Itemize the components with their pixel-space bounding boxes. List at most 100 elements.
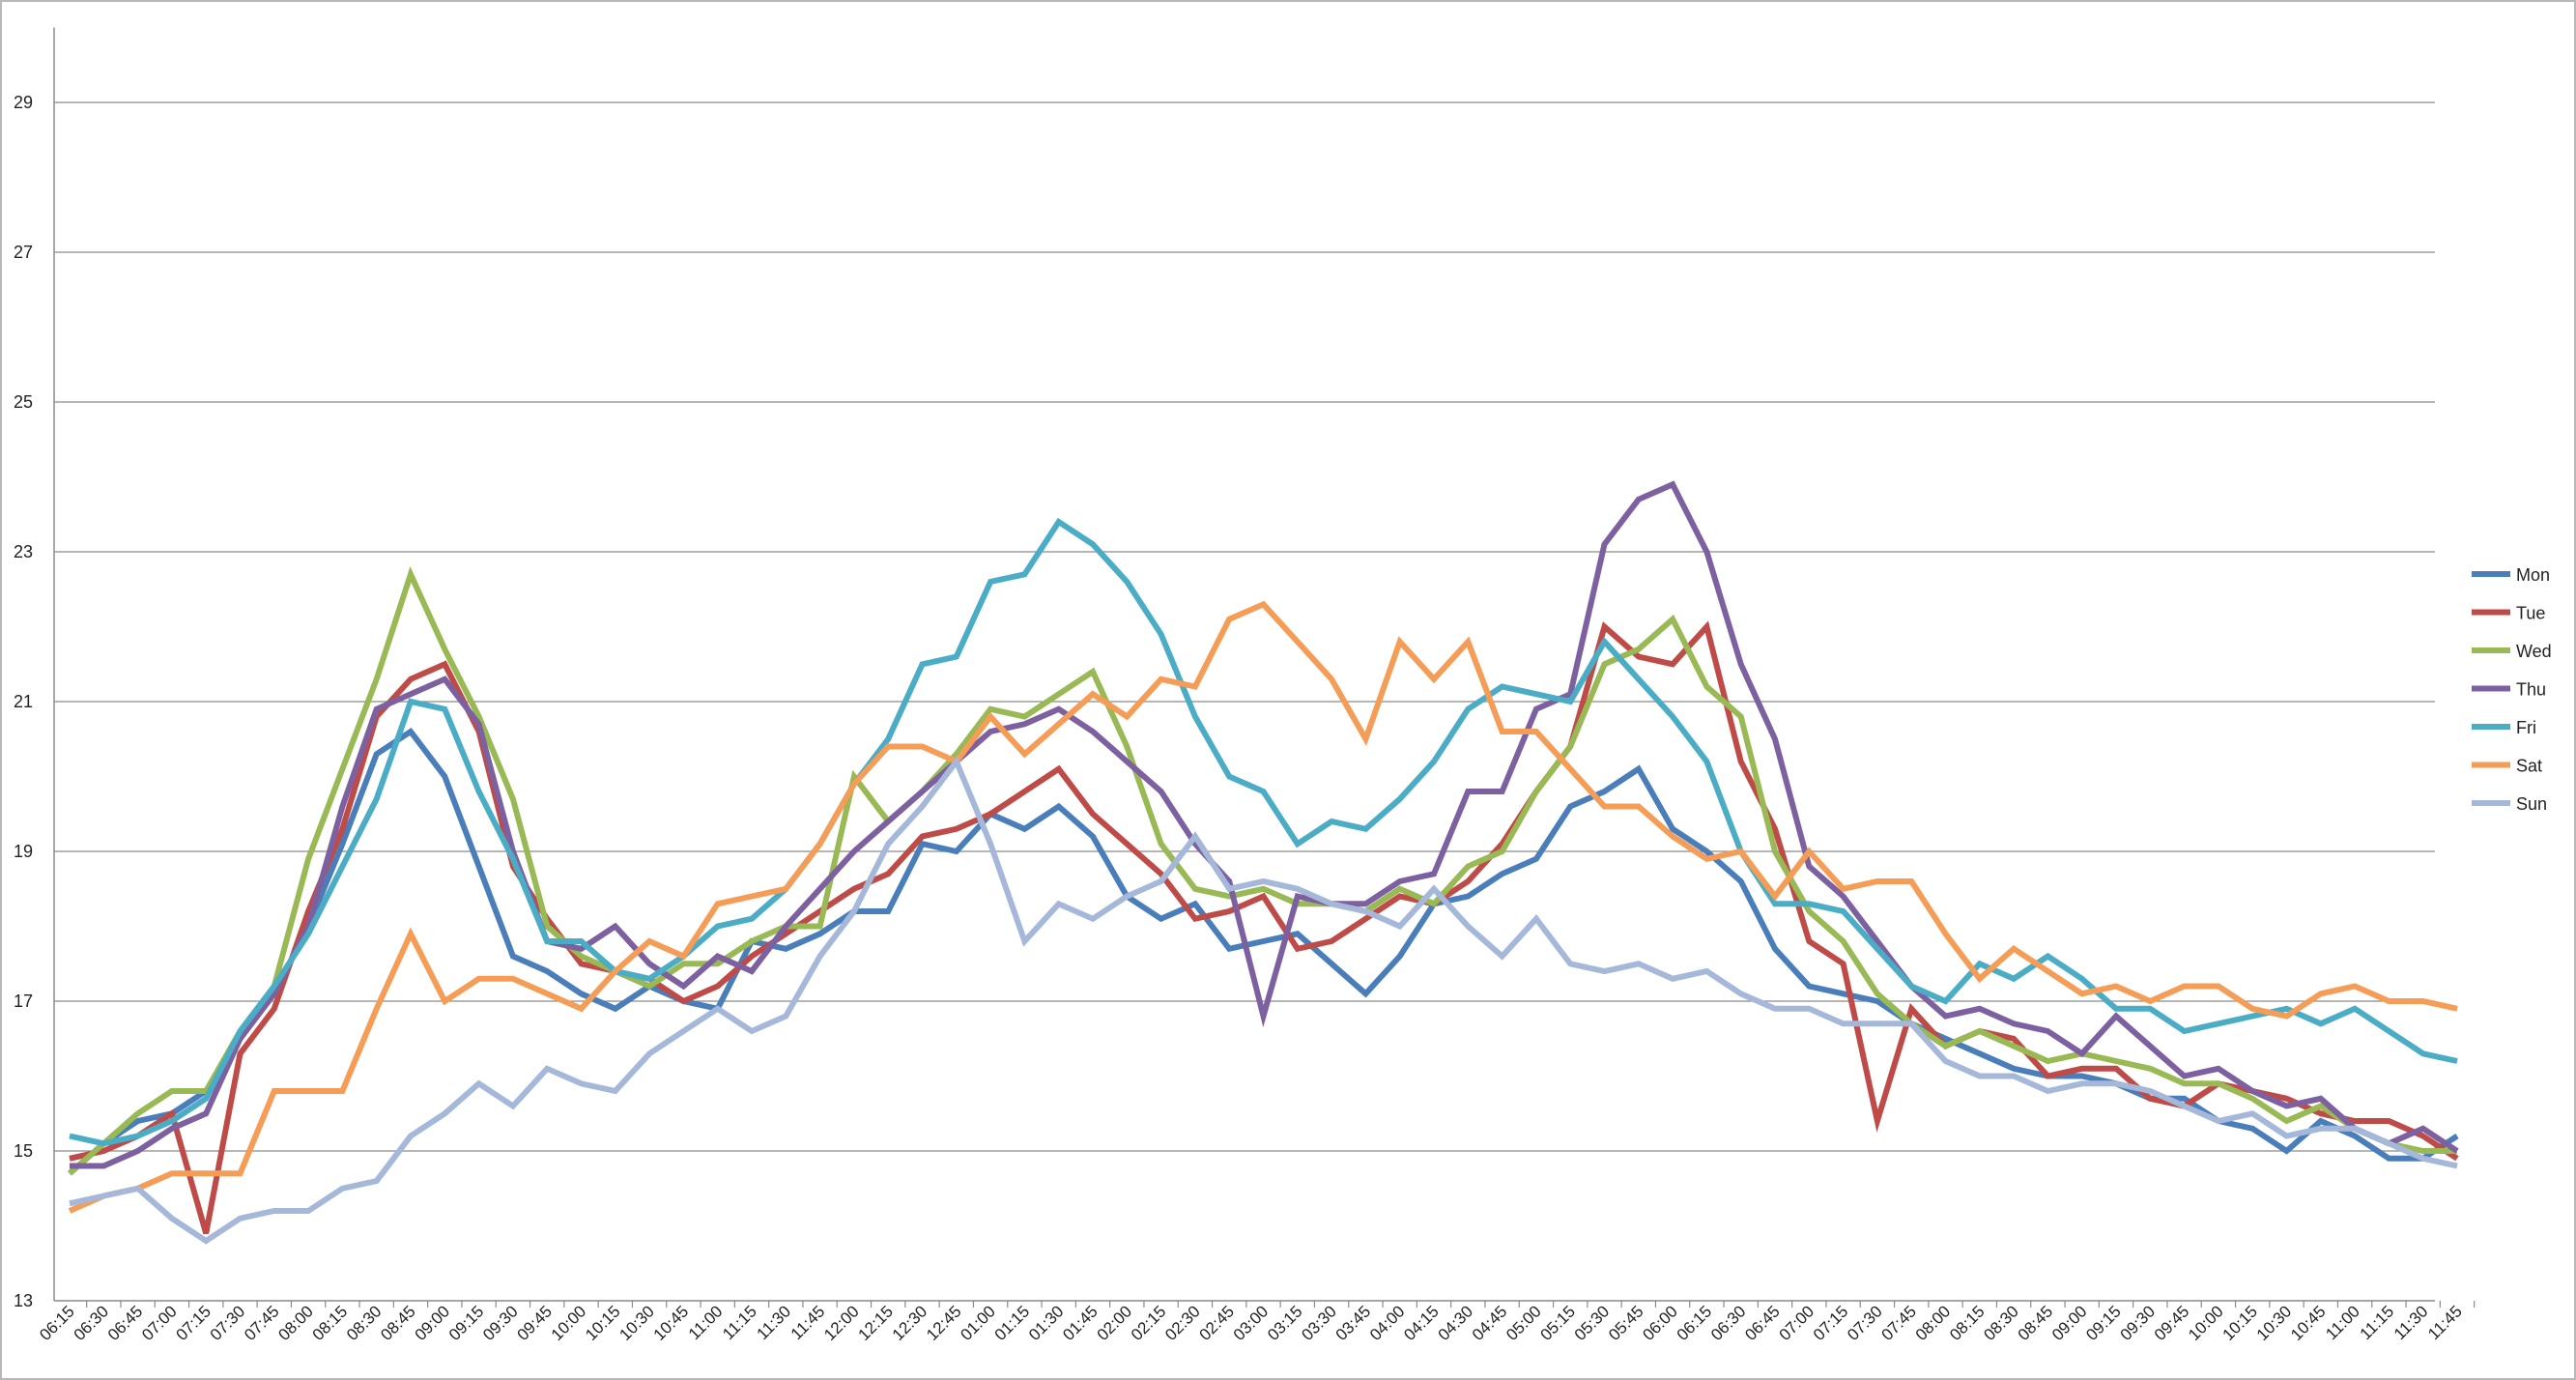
x-tick-label: 03:15	[1264, 1302, 1306, 1344]
x-tick-label: 10:15	[2219, 1302, 2262, 1344]
x-tick-label: 05:15	[1537, 1302, 1580, 1344]
y-tick-label: 21	[14, 692, 33, 711]
x-tick-label: 10:45	[2287, 1302, 2330, 1344]
series-line-mon	[68, 727, 2459, 1176]
x-tick-label: 08:45	[2015, 1302, 2057, 1344]
x-tick-label: 04:00	[1366, 1302, 1409, 1344]
x-axis-ticks: 06:1506:3006:4507:0007:1507:3007:4508:00…	[36, 1301, 2476, 1344]
x-tick-label: 10:00	[2185, 1302, 2227, 1344]
x-tick-label: 06:15	[1674, 1302, 1716, 1344]
legend-label-tue: Tue	[2516, 604, 2545, 623]
legend-label-mon: Mon	[2516, 565, 2550, 585]
x-tick-label: 04:30	[1435, 1302, 1477, 1344]
x-tick-label: 08:45	[377, 1302, 419, 1344]
x-tick-label: 12:00	[820, 1302, 863, 1344]
x-tick-label: 10:15	[582, 1302, 624, 1344]
series-line-sat	[68, 600, 2458, 1214]
y-tick-label: 13	[14, 1291, 33, 1310]
x-tick-label: 09:30	[479, 1302, 522, 1344]
x-tick-label: 06:30	[1707, 1302, 1750, 1344]
series-line-wed	[68, 566, 2457, 1176]
x-tick-label: 11:45	[787, 1302, 829, 1343]
x-tick-label: 07:00	[138, 1302, 181, 1344]
x-tick-label: 01:15	[991, 1302, 1034, 1344]
x-tick-label: 07:15	[173, 1302, 215, 1344]
x-tick-label: 06:45	[104, 1302, 147, 1344]
x-tick-label: 10:30	[615, 1302, 658, 1344]
x-tick-label: 07:15	[1810, 1302, 1852, 1344]
legend-label-wed: Wed	[2516, 642, 2552, 661]
y-axis-ticks: 13 15 17 19 21 23 25 27 29	[14, 93, 33, 1310]
y-tick-label: 15	[14, 1141, 33, 1161]
y-tick-label: 29	[14, 93, 33, 112]
x-tick-label: 08:30	[343, 1302, 386, 1344]
legend-label-thu: Thu	[2516, 680, 2546, 700]
series-lines	[68, 480, 2459, 1245]
series-line-thu	[70, 480, 2459, 1169]
x-tick-label: 05:30	[1571, 1302, 1614, 1344]
x-tick-label: 06:00	[1639, 1302, 1681, 1344]
x-tick-label: 06:15	[36, 1302, 78, 1344]
x-tick-label: 02:45	[1196, 1302, 1239, 1344]
x-tick-label: 11:00	[2322, 1302, 2363, 1343]
x-tick-label: 06:45	[1741, 1302, 1784, 1344]
x-tick-label: 11:15	[719, 1302, 760, 1343]
x-tick-label: 04:45	[1469, 1302, 1511, 1344]
y-tick-label: 19	[14, 842, 33, 861]
x-tick-label: 03:45	[1332, 1302, 1375, 1344]
x-tick-label: 01:30	[1025, 1302, 1068, 1344]
y-tick-label: 17	[14, 992, 33, 1011]
x-tick-label: 11:30	[754, 1302, 795, 1343]
x-tick-label: 07:45	[1878, 1302, 1921, 1344]
x-tick-label: 07:30	[207, 1302, 249, 1344]
legend-label-sun: Sun	[2516, 794, 2547, 814]
x-tick-label: 12:15	[855, 1302, 898, 1344]
y-tick-label: 23	[14, 542, 33, 561]
x-tick-label: 02:30	[1161, 1302, 1204, 1344]
x-tick-label: 01:45	[1059, 1302, 1102, 1344]
x-tick-label: 10:45	[650, 1302, 693, 1344]
x-tick-label: 02:00	[1094, 1302, 1136, 1344]
legend-label-fri: Fri	[2516, 718, 2536, 737]
x-tick-label: 08:00	[1912, 1302, 1955, 1344]
x-tick-label: 08:30	[1980, 1302, 2022, 1344]
x-tick-label: 07:00	[1776, 1302, 1818, 1344]
x-tick-label: 11:00	[685, 1302, 727, 1343]
x-tick-label: 08:15	[309, 1302, 352, 1344]
series-line-fri	[69, 517, 2458, 1147]
x-tick-label: 09:00	[2048, 1302, 2091, 1344]
x-tick-label: 03:30	[1298, 1302, 1340, 1344]
x-tick-label: 05:45	[1605, 1302, 1647, 1344]
x-tick-label: 12:30	[889, 1302, 931, 1344]
series-line-tue	[69, 620, 2459, 1235]
gridlines	[54, 101, 2435, 1152]
x-tick-label: 08:00	[274, 1302, 317, 1344]
x-tick-label: 11:30	[2390, 1302, 2432, 1343]
x-tick-label: 09:15	[445, 1302, 488, 1344]
x-tick-label: 04:15	[1400, 1302, 1443, 1344]
x-tick-label: 11:45	[2424, 1302, 2466, 1343]
x-tick-label: 09:45	[2151, 1302, 2193, 1344]
x-tick-label: 03:00	[1230, 1302, 1273, 1344]
x-tick-label: 08:15	[1946, 1302, 1989, 1344]
x-tick-label: 09:30	[2117, 1302, 2160, 1344]
x-tick-label: 07:45	[241, 1302, 283, 1344]
x-tick-label: 06:30	[71, 1302, 113, 1344]
legend-label-sat: Sat	[2516, 757, 2542, 776]
x-tick-label: 11:15	[2357, 1302, 2398, 1343]
x-tick-label: 09:15	[2082, 1302, 2125, 1344]
x-tick-label: 12:45	[923, 1302, 965, 1344]
series-line-sun	[69, 756, 2458, 1245]
legend: Mon Tue Wed Thu Fri Sat Sun	[2472, 565, 2552, 814]
x-tick-label: 07:30	[1844, 1302, 1886, 1344]
x-tick-label: 02:15	[1128, 1302, 1170, 1344]
axes	[53, 27, 2435, 1302]
y-tick-label: 27	[14, 243, 33, 262]
x-tick-label: 09:00	[412, 1302, 454, 1344]
y-tick-label: 25	[14, 392, 33, 412]
x-tick-label: 01:00	[957, 1302, 999, 1344]
x-tick-label: 05:00	[1503, 1302, 1545, 1344]
x-tick-label: 10:30	[2253, 1302, 2296, 1344]
